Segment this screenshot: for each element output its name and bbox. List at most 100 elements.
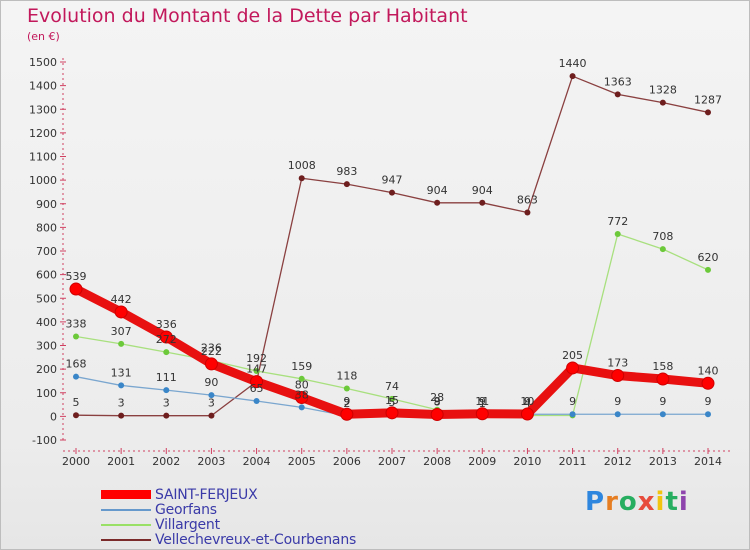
data-point <box>389 189 395 196</box>
data-label: 80 <box>295 378 309 391</box>
y-tick-label: 900 <box>36 198 57 211</box>
x-tick-label: 2011 <box>559 455 587 468</box>
data-point <box>520 407 534 421</box>
data-label: 10 <box>520 395 534 408</box>
data-label: 65 <box>250 382 264 395</box>
data-label: 15 <box>385 394 399 407</box>
data-point <box>614 411 621 418</box>
data-point <box>430 407 444 421</box>
data-point <box>118 382 125 389</box>
data-label: 222 <box>201 345 222 358</box>
data-label: 9 <box>614 395 621 408</box>
data-point <box>159 330 173 344</box>
logo-letter: i <box>678 487 689 517</box>
y-tick-label: 200 <box>36 363 57 376</box>
data-label: 192 <box>246 352 267 365</box>
data-label: 118 <box>336 369 357 382</box>
data-point <box>298 175 305 182</box>
legend-label: SAINT-FERJEUX <box>155 486 258 503</box>
data-label: 205 <box>562 349 583 362</box>
logo-letter: r <box>605 487 619 517</box>
data-label: 272 <box>156 333 177 346</box>
data-label: 1287 <box>694 93 722 106</box>
data-point <box>343 181 350 188</box>
data-label: 5 <box>73 396 80 409</box>
data-point <box>163 349 170 356</box>
data-point <box>208 412 215 419</box>
data-label: 159 <box>291 360 312 373</box>
data-point <box>208 392 215 399</box>
data-point <box>705 266 711 273</box>
x-tick-label: 2002 <box>152 455 180 468</box>
y-tick-label: 1100 <box>29 151 57 164</box>
data-label: 147 <box>246 363 267 376</box>
y-tick-label: 1500 <box>29 56 57 69</box>
legend-label: Vellechevreux-et-Courbenans <box>155 531 357 548</box>
y-tick-label: 400 <box>36 316 57 329</box>
data-label: 904 <box>427 184 448 197</box>
data-point <box>475 407 489 421</box>
data-label: 947 <box>382 174 403 187</box>
data-point <box>701 376 715 390</box>
data-point <box>389 395 395 402</box>
y-tick-label: 500 <box>36 292 57 305</box>
data-label: 3 <box>118 397 125 410</box>
data-point <box>340 407 354 421</box>
data-label: 336 <box>156 318 177 331</box>
x-tick-label: 2014 <box>694 455 722 468</box>
axes: -100010020030040050060070080090010001100… <box>29 56 733 468</box>
legend-swatch <box>101 523 151 526</box>
data-point <box>69 282 83 296</box>
data-label: 28 <box>430 391 444 404</box>
y-tick-label: 1300 <box>29 103 57 116</box>
data-point <box>656 372 670 386</box>
data-label: 173 <box>607 357 628 370</box>
data-label: 1363 <box>604 75 632 88</box>
logo-letter: t <box>665 487 679 517</box>
data-label: 9 <box>343 395 350 408</box>
data-label: 772 <box>607 215 628 228</box>
data-label: 863 <box>517 193 538 206</box>
y-tick-label: 700 <box>36 245 57 258</box>
data-point <box>705 411 711 418</box>
x-tick-label: 2006 <box>333 455 361 468</box>
data-label: 11 <box>475 395 489 408</box>
data-point <box>163 412 170 419</box>
legend-item-georfans: Georfans <box>101 501 356 518</box>
data-label: 1440 <box>559 57 587 70</box>
logo-letter: i <box>655 487 666 517</box>
data-label: 3 <box>208 397 215 410</box>
x-tick-label: 2012 <box>604 455 632 468</box>
data-point <box>114 305 128 319</box>
legend-swatch <box>101 490 151 499</box>
legend-label: Georfans <box>155 501 217 518</box>
data-label: 9 <box>569 395 576 408</box>
y-tick-label: -100 <box>32 434 57 447</box>
data-label: 4 <box>524 396 531 409</box>
data-label: 9 <box>479 395 486 408</box>
data-label: 338 <box>66 318 87 331</box>
data-point <box>614 91 621 98</box>
legend-item-vellechevreux: Vellechevreux-et-Courbenans <box>101 531 357 548</box>
data-label: 236 <box>201 342 222 355</box>
y-tick-label: 1200 <box>29 127 57 140</box>
data-label: 8 <box>434 395 441 408</box>
chart-title: Evolution du Montant de la Dette par Hab… <box>27 5 468 27</box>
data-point <box>163 387 170 394</box>
data-label: 140 <box>698 364 719 377</box>
data-label: 904 <box>472 184 493 197</box>
legend-item-saint-ferjeux: SAINT-FERJEUX <box>101 486 356 503</box>
x-tick-label: 2009 <box>468 455 496 468</box>
legend-swatch <box>101 508 151 511</box>
data-point <box>204 357 218 371</box>
data-label: 9 <box>659 395 666 408</box>
data-label: 3 <box>163 397 170 410</box>
data-point <box>118 340 125 347</box>
data-point <box>659 411 666 418</box>
data-point <box>566 361 580 375</box>
y-tick-label: 800 <box>36 221 57 234</box>
data-label: 5 <box>389 396 396 409</box>
